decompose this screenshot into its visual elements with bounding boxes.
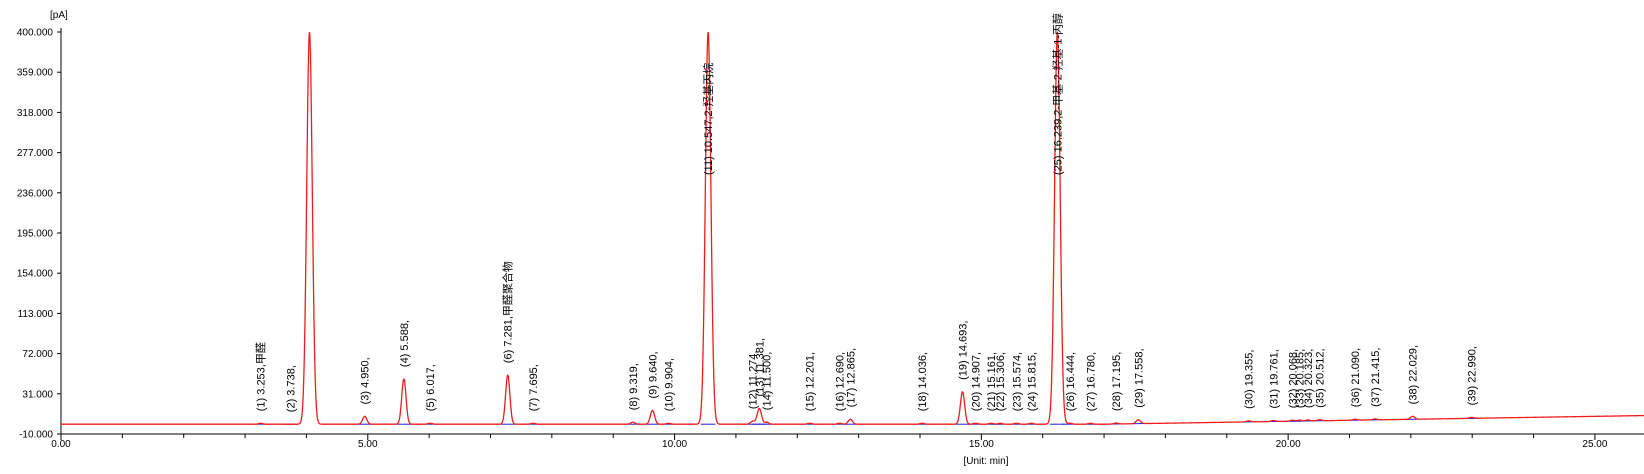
x-tick-label: 10.00	[662, 439, 687, 450]
peak-label: (17) 12.865,	[845, 348, 857, 407]
y-tick-label: 31.000	[22, 389, 53, 400]
y-tick-label: 400.000	[17, 28, 54, 39]
peak-label: (15) 12.201,	[805, 352, 817, 411]
peak-label: (31) 19.761,	[1268, 349, 1280, 408]
chromatogram-trace	[61, 31, 1644, 425]
peak-label: (9) 9.640,	[647, 351, 659, 398]
x-tick-label: 5.00	[358, 439, 378, 450]
y-tick-labels: 400.000 359.000 318.000 277.000 236.000 195.0…	[17, 28, 61, 441]
peak-label: (13) 11.381,	[754, 338, 766, 397]
x-tick-label: 15.00	[969, 439, 994, 450]
peak-label: (8) 9.319,	[628, 363, 640, 410]
peak-label: (1) 3.253,甲醛	[254, 342, 268, 411]
peak-label: (2) 3.738,	[285, 365, 297, 412]
x-tick-label: 0.00	[51, 439, 71, 450]
y-tick-label: 195.000	[17, 229, 54, 240]
peak-label: (35) 20.512,	[1315, 348, 1327, 407]
axes	[60, 28, 1644, 435]
y-tick-label: 72.000	[22, 349, 53, 360]
peak-labels: (1) 3.253,甲醛 (2) 3.738, (3) 4.950, (4) 5.58…	[254, 13, 1479, 412]
peak-label: (14) 11.500,	[762, 352, 774, 411]
peak-label: (37) 21.415,	[1370, 348, 1382, 407]
peak-label: (30) 19.355,	[1244, 350, 1256, 409]
y-axis-title: [pA]	[50, 10, 68, 21]
peak-label: (21) 15.161,	[986, 352, 998, 411]
x-axis-title: [Unit: min]	[963, 456, 1008, 467]
y-tick-label: 318.000	[17, 108, 54, 119]
peak-label: (4) 5.588,	[399, 320, 411, 367]
peak-label: (28) 17.195,	[1111, 352, 1123, 411]
peak-label: (11) 10.547,2-羟基丙烷	[701, 63, 715, 175]
peak-label: (3) 4.950,	[360, 357, 372, 404]
peak-label: (38) 22.029,	[1408, 345, 1420, 404]
peak-label: (19) 14.693,	[958, 321, 970, 380]
x-tick-label: 25.00	[1582, 439, 1607, 450]
peak-label: (34) 20.323,	[1303, 349, 1315, 408]
peak-label: (29) 17.558,	[1133, 348, 1145, 407]
peak-label: (10) 9.904,	[664, 358, 676, 411]
peak-label: (23) 15.574,	[1012, 352, 1024, 411]
x-tick-label: 20.00	[1276, 439, 1301, 450]
peak-label: (7) 7.695,	[528, 364, 540, 411]
y-tick-label: 154.000	[17, 269, 54, 280]
peak-label: (25) 16.239,2-甲基-2-羟基-1-丙醇	[1050, 13, 1064, 175]
y-tick-label: -10.000	[19, 430, 53, 441]
peak-label: (32) 20.068,	[1287, 349, 1299, 408]
x-tick-labels: 0.00 5.00 10.00 15.00 20.00 25.00	[51, 434, 1608, 450]
y-tick-label: 113.000	[18, 309, 54, 320]
peak-label: (12) 11.274,	[748, 351, 760, 410]
y-tick-label: 359.000	[17, 68, 54, 79]
peak-label: (16) 12.690,	[835, 352, 847, 411]
peak-label: (27) 16.780,	[1086, 352, 1098, 411]
peak-label: (33) 20.185,	[1294, 349, 1306, 408]
peak-label: (20) 14.907,	[971, 352, 983, 411]
y-tick-label: 277.000	[17, 148, 54, 159]
peak-label: (26) 16.444,	[1065, 352, 1077, 411]
y-tick-label: 236.000	[17, 188, 54, 199]
peak-label: (39) 22.990,	[1467, 346, 1479, 405]
peak-label: (5) 6.017,	[425, 364, 437, 411]
peak-label: (24) 15.815,	[1026, 352, 1038, 411]
peak-label: (36) 21.090,	[1350, 348, 1362, 407]
peak-label: (6) 7.281,甲醛聚合物	[501, 261, 515, 363]
peak-label: (18) 14.036,	[917, 352, 929, 411]
peak-label: (22) 15.306,	[995, 352, 1007, 411]
